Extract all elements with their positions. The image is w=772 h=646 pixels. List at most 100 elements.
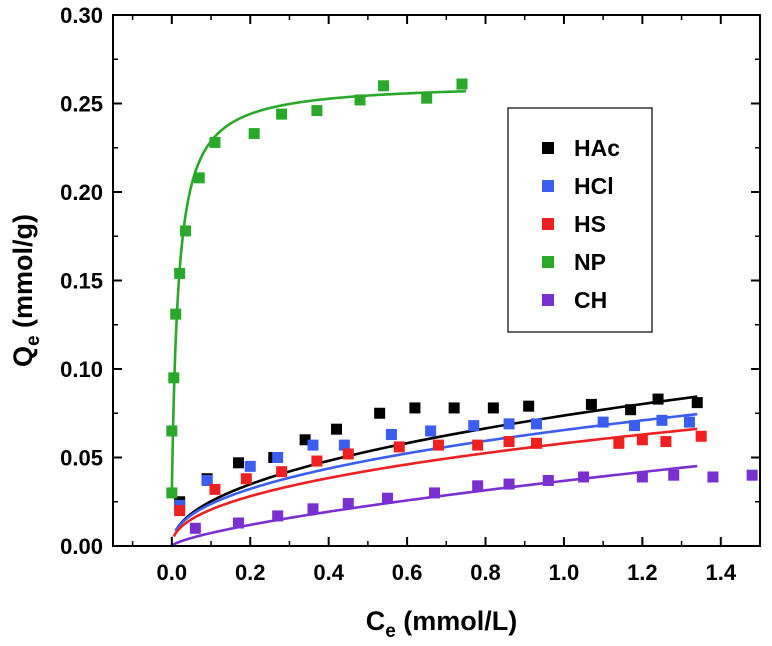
legend-marker-hac (542, 142, 554, 154)
data-point-hac (487, 402, 499, 414)
data-point-np (170, 308, 182, 320)
data-point-hac (299, 434, 311, 446)
data-point-hac (625, 404, 637, 416)
data-point-hac (374, 407, 386, 419)
y-axis-title: Qe (mmol/g) (8, 214, 44, 367)
data-point-np (166, 425, 178, 437)
x-tick-label: 1.2 (627, 560, 658, 585)
data-point-hcl (385, 428, 397, 440)
data-point-hcl (468, 420, 480, 432)
fit-line-hs (172, 427, 698, 538)
data-point-hs (613, 437, 625, 449)
data-point-ch (429, 487, 441, 499)
legend-label-ch: CH (574, 287, 607, 313)
data-point-ch (342, 498, 354, 510)
fit-line-np (170, 89, 466, 495)
data-point-hac (448, 402, 460, 414)
data-point-hcl (307, 439, 319, 451)
data-markers (166, 78, 758, 534)
data-point-np (248, 128, 260, 140)
data-point-hcl (597, 416, 609, 428)
fit-curves (170, 89, 698, 547)
x-tick-label: 0.6 (392, 560, 423, 585)
data-point-ch (272, 510, 284, 522)
legend-label-hs: HS (574, 211, 606, 237)
data-point-hcl (244, 460, 256, 472)
data-point-hac (691, 397, 703, 409)
data-point-hs (174, 505, 186, 517)
x-tick-label: 1.4 (705, 560, 736, 585)
data-point-np (209, 136, 221, 148)
data-point-np (174, 267, 186, 279)
data-point-hcl (683, 416, 695, 428)
legend: HAc HCl HS NP CH (507, 107, 653, 333)
data-point-hs (503, 436, 515, 448)
data-point-hs (530, 437, 542, 449)
legend-marker-hcl (542, 180, 554, 192)
data-point-hs (660, 436, 672, 448)
data-point-hac (652, 393, 664, 405)
data-point-hcl (503, 418, 515, 430)
data-point-hs (695, 430, 707, 442)
y-tick-label: 0.20 (60, 180, 103, 205)
data-point-hs (311, 455, 323, 467)
x-axis-title-rest: (mmol/L) (396, 606, 518, 636)
y-axis-title-sub: e (23, 335, 44, 346)
legend-marker-np (542, 256, 554, 268)
plot-frame (112, 14, 761, 547)
data-point-ch (746, 469, 758, 481)
data-point-hac (523, 400, 535, 412)
data-point-hcl (201, 475, 213, 487)
legend-label-hcl: HCl (574, 173, 614, 199)
y-axis-title-main: Q (8, 346, 38, 367)
data-point-ch (189, 522, 201, 534)
data-point-ch (578, 471, 590, 483)
data-point-np (456, 78, 468, 90)
y-tick-label: 0.25 (60, 92, 103, 117)
data-point-hs (636, 434, 648, 446)
data-point-ch (668, 469, 680, 481)
data-point-hac (409, 402, 421, 414)
data-point-np (354, 94, 366, 106)
data-point-ch (381, 492, 393, 504)
data-point-hac (585, 398, 597, 410)
data-point-np (166, 487, 178, 499)
x-tick-label: 0.4 (313, 560, 344, 585)
fit-line-hcl (174, 412, 698, 532)
data-point-np (276, 108, 288, 120)
x-axis-title-sub: e (385, 621, 396, 642)
data-point-np (311, 105, 323, 117)
data-point-hcl (338, 439, 350, 451)
data-point-hs (432, 439, 444, 451)
y-axis-title-rest: (mmol/g) (8, 214, 38, 336)
x-axis-title: Ce (mmol/L) (366, 606, 518, 642)
data-point-np (180, 225, 192, 237)
data-point-ch (472, 480, 484, 492)
x-axis-title-main: C (366, 606, 386, 636)
data-point-hs (342, 448, 354, 460)
data-point-hcl (425, 425, 437, 437)
data-point-hcl (530, 418, 542, 430)
data-point-np (193, 172, 205, 184)
data-point-np (421, 92, 433, 104)
data-point-hac (232, 457, 244, 469)
data-point-ch (542, 475, 554, 487)
legend-marker-hs (542, 218, 554, 230)
data-point-hcl (272, 452, 284, 463)
data-point-ch (307, 503, 319, 515)
x-tick-label: 0.0 (157, 560, 188, 585)
legend-label-hac: HAc (574, 135, 620, 161)
y-tick-label: 0.30 (60, 3, 103, 28)
x-tick-label: 0.8 (470, 560, 501, 585)
data-point-hs (472, 439, 484, 451)
data-point-hcl (629, 420, 641, 432)
data-point-np (378, 80, 390, 92)
data-point-hs (240, 473, 252, 485)
data-point-ch (707, 471, 719, 483)
x-tick-label: 1.0 (549, 560, 580, 585)
data-point-hcl (656, 414, 668, 426)
data-point-hs (393, 441, 405, 453)
x-tick-label: 0.2 (235, 560, 266, 585)
data-point-hs (209, 483, 221, 495)
